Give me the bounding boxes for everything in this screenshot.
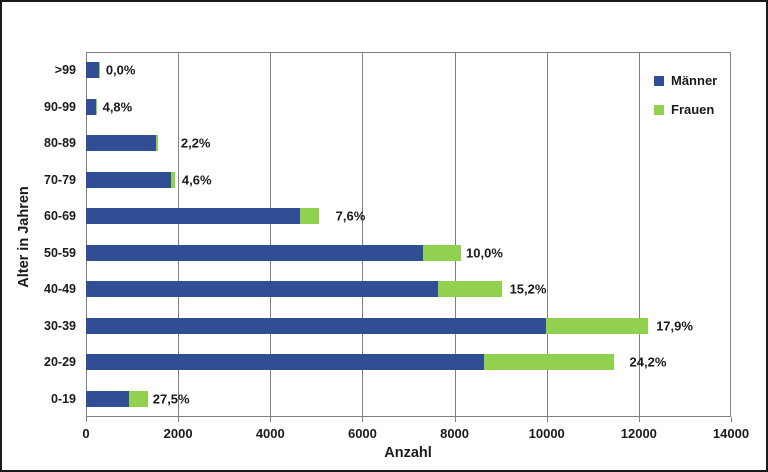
bar-segment-frauen: [128, 390, 148, 407]
x-tick-label: 10000: [528, 426, 565, 441]
gridline: [638, 52, 640, 417]
gridline: [454, 52, 456, 417]
axis-tick: [270, 417, 272, 422]
bar-percent-label: 24,2%: [629, 354, 667, 370]
category-label: 20-29: [44, 355, 76, 370]
bar-segment-maenner: [86, 62, 99, 79]
category-label: 30-39: [44, 318, 76, 333]
bar-segment-maenner: [86, 354, 485, 371]
category-label: 40-49: [44, 282, 76, 297]
legend-label-maenner: Männer: [671, 73, 718, 88]
gridline: [178, 52, 180, 417]
gridline: [270, 52, 272, 417]
bar-segment-frauen: [170, 171, 175, 188]
bar-percent-label: 7,6%: [335, 208, 366, 224]
category-label: >99: [54, 63, 76, 78]
category-label: 60-69: [44, 209, 76, 224]
bar-percent-label: 27,5%: [152, 391, 190, 407]
axis-tick: [178, 417, 180, 422]
y-axis-title: Alter in Jahren: [16, 186, 32, 288]
x-tick-label: 12000: [620, 426, 657, 441]
legend-swatch-frauen-icon: [654, 104, 664, 115]
bar-segment-maenner: [86, 390, 129, 407]
gridline: [546, 52, 548, 417]
x-tick-label: 2000: [163, 426, 193, 441]
bar-segment-maenner: [86, 135, 157, 152]
bar-percent-label: 15,2%: [509, 281, 547, 297]
axis-tick: [731, 417, 732, 422]
bar-segment-frauen: [300, 208, 319, 225]
legend: Männer Frauen: [654, 73, 717, 117]
bar-segment-frauen: [156, 135, 158, 152]
bar-percent-label: 17,9%: [656, 318, 693, 334]
bar-segment-maenner: [86, 98, 96, 115]
bar-segment-maenner: [86, 281, 438, 298]
bar-segment-frauen: [95, 98, 97, 115]
bar-segment-frauen: [437, 281, 502, 298]
x-tick-label: 0: [82, 426, 90, 441]
axis-tick: [86, 417, 87, 422]
legend-label-frauen: Frauen: [671, 102, 715, 117]
bar-segment-maenner: [86, 317, 546, 334]
gridline: [362, 52, 364, 417]
x-tick-label: 8000: [440, 426, 470, 441]
category-label: 90-99: [44, 99, 76, 114]
category-label: 70-79: [44, 172, 76, 187]
bar-percent-label: 4,6%: [181, 172, 212, 188]
bar-percent-label: 0,0%: [105, 62, 136, 78]
x-tick-label: 14000: [712, 426, 750, 441]
legend-swatch-maenner-icon: [654, 75, 664, 86]
bar-percent-label: 2,2%: [180, 135, 211, 151]
legend-item-frauen: Frauen: [654, 102, 717, 117]
legend-item-maenner: Männer: [654, 73, 717, 88]
axis-tick: [362, 417, 364, 422]
category-label: 80-89: [44, 136, 76, 151]
axis-tick: [546, 417, 548, 422]
bar-segment-maenner: [86, 244, 424, 261]
category-label: 0-19: [50, 391, 76, 406]
x-axis-title: Anzahl: [384, 445, 432, 461]
x-tick-label: 4000: [255, 426, 285, 441]
bar-percent-label: 10,0%: [466, 245, 503, 261]
bar-segment-maenner: [86, 208, 301, 225]
bar-segment-frauen: [484, 354, 614, 371]
category-label: 50-59: [44, 245, 76, 260]
bar-segment-maenner: [86, 171, 171, 188]
x-tick-label: 6000: [347, 426, 377, 441]
axis-tick: [454, 417, 456, 422]
axis-tick: [638, 417, 640, 422]
bar-percent-label: 4,8%: [102, 99, 133, 115]
bar-segment-frauen: [98, 62, 100, 79]
bar-segment-frauen: [545, 317, 649, 334]
bar-segment-frauen: [423, 244, 461, 261]
